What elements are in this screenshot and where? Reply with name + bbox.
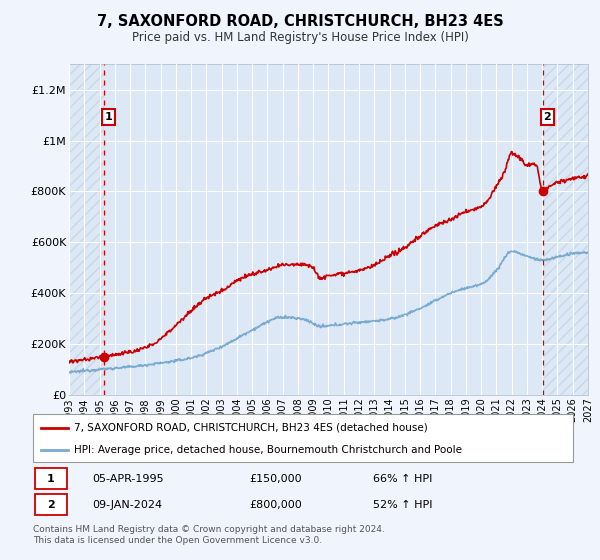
Text: 66% ↑ HPI: 66% ↑ HPI: [373, 474, 433, 484]
Text: £150,000: £150,000: [249, 474, 302, 484]
Bar: [35, 468, 67, 489]
Text: Contains HM Land Registry data © Crown copyright and database right 2024.
This d: Contains HM Land Registry data © Crown c…: [33, 525, 385, 545]
Bar: [69, 64, 104, 395]
Text: 2: 2: [544, 112, 551, 122]
Text: 2: 2: [47, 500, 55, 510]
Text: Price paid vs. HM Land Registry's House Price Index (HPI): Price paid vs. HM Land Registry's House …: [131, 31, 469, 44]
Text: 05-APR-1995: 05-APR-1995: [92, 474, 164, 484]
Text: HPI: Average price, detached house, Bournemouth Christchurch and Poole: HPI: Average price, detached house, Bour…: [74, 445, 461, 455]
Bar: [542, 64, 588, 395]
Text: 1: 1: [47, 474, 55, 484]
Text: 7, SAXONFORD ROAD, CHRISTCHURCH, BH23 4ES (detached house): 7, SAXONFORD ROAD, CHRISTCHURCH, BH23 4E…: [74, 423, 427, 433]
Text: 09-JAN-2024: 09-JAN-2024: [92, 500, 163, 510]
Text: 7, SAXONFORD ROAD, CHRISTCHURCH, BH23 4ES: 7, SAXONFORD ROAD, CHRISTCHURCH, BH23 4E…: [97, 14, 503, 29]
Text: 52% ↑ HPI: 52% ↑ HPI: [373, 500, 433, 510]
Text: 1: 1: [104, 112, 112, 122]
Bar: [35, 494, 67, 515]
Text: £800,000: £800,000: [249, 500, 302, 510]
